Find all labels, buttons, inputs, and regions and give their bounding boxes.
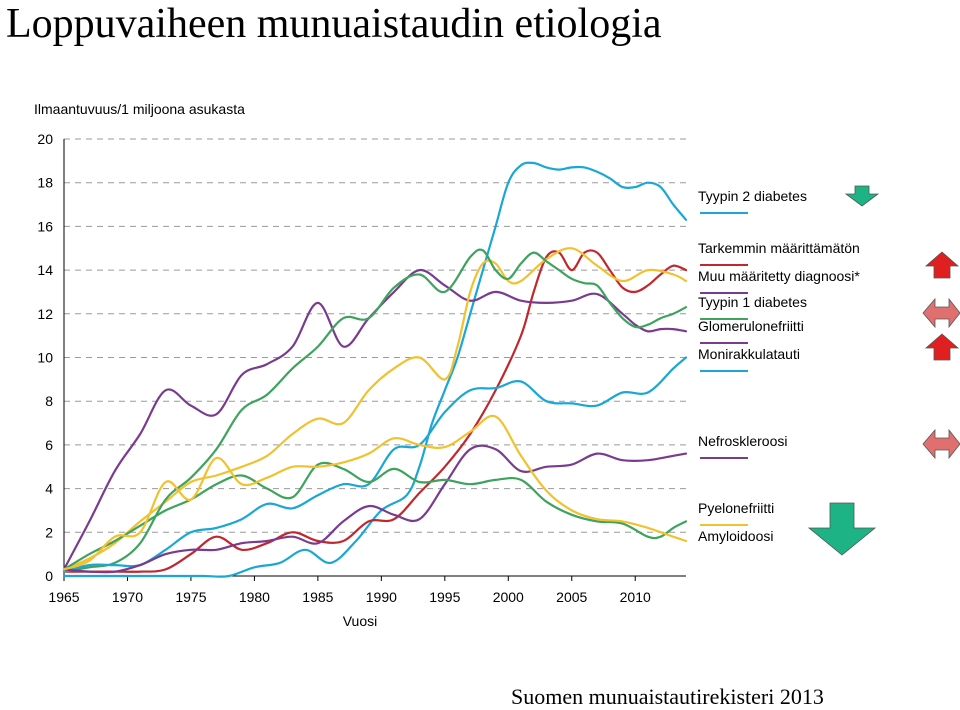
series-line-8 — [62, 461, 688, 571]
series-line-5 — [62, 248, 688, 573]
y-tick-label: 14 — [37, 262, 53, 278]
x-tick-labels: 1965 1970 1975 1980 1985 1990 1995 2000 2005 2010 — [48, 589, 651, 605]
left-right-arrow-icon — [922, 428, 960, 460]
up-arrow-icon — [924, 251, 960, 279]
source-note: Suomen munuaistautirekisteri 2013 — [511, 684, 824, 709]
x-axis-title: Vuosi — [343, 613, 378, 629]
y-tick-label: 20 — [37, 131, 53, 147]
series-line-3 — [62, 268, 688, 571]
legend-label: Tyypin 1 diabetes — [698, 294, 807, 310]
series-line-2 — [62, 249, 688, 573]
y-axis-title: Ilmaantuvuus/1 miljoona asukasta — [34, 101, 245, 117]
legend-label: Pyelonefriitti — [698, 500, 774, 516]
up-arrow-icon — [924, 333, 960, 361]
x-tick-label: 2000 — [493, 589, 524, 605]
x-tick-label: 1970 — [112, 589, 143, 605]
trend-arrows — [807, 185, 960, 556]
gridlines — [64, 138, 686, 533]
y-tick-label: 6 — [45, 437, 53, 453]
legend-label: Nefroskleroosi — [698, 433, 787, 449]
legend-label: Amyloidoosi — [698, 528, 773, 544]
y-tick-label: 0 — [45, 568, 53, 584]
legend-label: Tarkemmin määrittämätön — [698, 240, 860, 256]
x-tick-label: 1980 — [239, 589, 270, 605]
y-tick-label: 2 — [45, 524, 53, 540]
legend: Tyypin 2 diabetes Tarkemmin määrittämätön… — [698, 188, 860, 544]
x-tick-label: 1965 — [48, 589, 79, 605]
y-tick-label: 8 — [45, 393, 53, 409]
down-arrow-icon — [844, 185, 880, 207]
x-tick-label: 1990 — [366, 589, 397, 605]
x-tick-label: 1985 — [302, 589, 333, 605]
y-tick-label: 10 — [37, 350, 53, 366]
series-line-6 — [62, 356, 688, 573]
series-line-7 — [62, 444, 688, 574]
y-tick-label: 4 — [45, 481, 53, 497]
slide-title: Loppuvaiheen munuaistaudin etiologia — [6, 1, 662, 47]
series-line-9 — [62, 414, 688, 571]
down-arrow-icon — [807, 502, 877, 556]
series-line-1 — [62, 161, 688, 578]
legend-label: Glomerulonefriitti — [698, 318, 804, 334]
series-line-4 — [62, 247, 688, 571]
series-lines — [62, 161, 688, 578]
x-tick-label: 1975 — [175, 589, 206, 605]
x-tick-label: 2005 — [556, 589, 587, 605]
y-tick-label: 16 — [37, 218, 53, 234]
legend-label: Tyypin 2 diabetes — [698, 188, 807, 204]
legend-label: Muu määritetty diagnoosi* — [698, 268, 860, 284]
legend-label: Monirakkulatauti — [698, 346, 800, 362]
y-tick-labels: 0 2 4 6 8 10 12 14 16 18 20 — [37, 131, 53, 584]
y-tick-label: 12 — [37, 306, 53, 322]
x-tick-label: 2010 — [620, 589, 651, 605]
y-tick-label: 18 — [37, 175, 53, 191]
x-tick-label: 1995 — [429, 589, 460, 605]
left-right-arrow-icon — [922, 297, 960, 329]
